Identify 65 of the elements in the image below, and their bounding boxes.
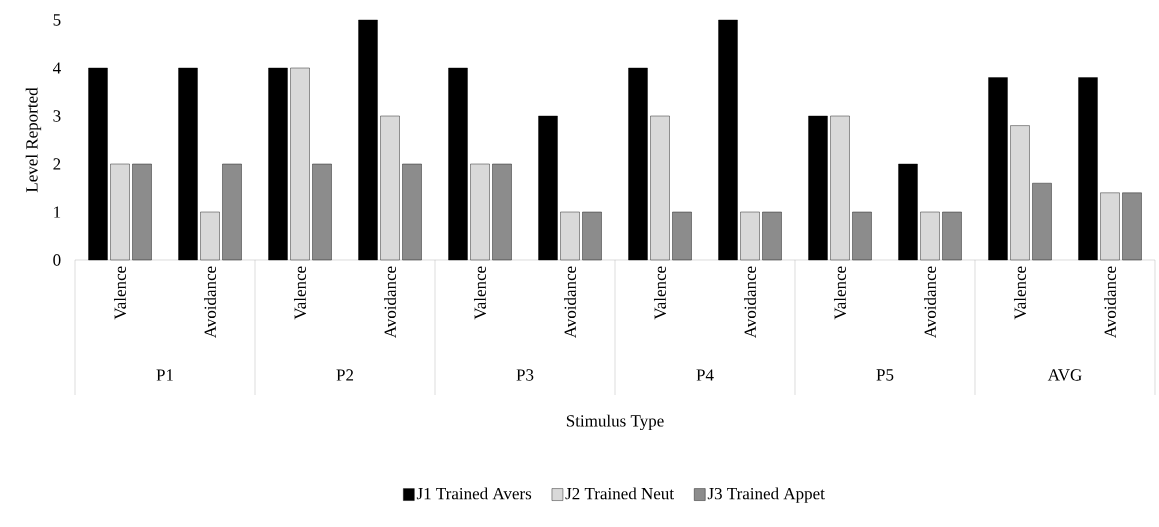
bar [1032,183,1052,261]
bar [402,163,422,261]
bar [628,67,648,261]
text: AVG [1047,369,1082,381]
text: P3 [516,369,534,381]
x-tick-label: Avoidance [924,266,936,339]
legend-label: J3 Trained Appet [707,487,825,503]
bar [808,115,828,261]
bar [88,67,108,261]
x-tick-label: Avoidance [204,266,216,339]
bar [470,163,490,261]
bar [200,211,220,261]
bar [110,163,130,261]
bar [1010,125,1030,261]
bar [132,163,152,261]
x-tick-label: Avoidance [564,266,576,339]
bar [178,67,198,261]
bar [988,77,1008,261]
bar [718,19,738,261]
bar [560,211,580,261]
y-tick-label: 1 [54,206,61,218]
bar [830,115,850,261]
text: P2 [336,369,354,381]
y-tick-label: 3 [53,110,61,122]
x-tick-label: Valence [833,266,847,320]
bar [290,67,310,261]
bar [448,67,468,261]
x-tick-label: Valence [293,266,307,320]
bar [852,211,872,261]
x-tick-label: Avoidance [744,266,756,339]
y-tick-label: 0 [53,254,61,266]
x-axis-title: Stimulus Type [566,414,664,431]
y-tick-label: 2 [53,158,61,170]
bar [358,19,378,261]
bar [582,211,602,261]
x-tick-label: Valence [473,266,487,320]
bar [920,211,940,261]
x-tick-label: Valence [1013,266,1027,320]
bar [222,163,242,261]
x-tick-label: Valence [653,266,667,320]
y-tick-label: 5 [53,14,61,26]
x-tick-label: Avoidance [384,266,396,339]
x-tick-label: Valence [113,266,127,320]
bar [650,115,670,261]
bar [740,211,760,261]
bar [492,163,512,261]
bar [1100,192,1120,261]
bar [672,211,692,261]
text: P4 [696,369,714,381]
y-axis-title: Level Reported [25,87,42,193]
text: P5 [876,369,894,381]
bar [1078,77,1098,261]
bar [538,115,558,261]
x-tick-label: Avoidance [1104,266,1116,339]
legend-label: J2 Trained Neut [565,487,674,500]
bar [1122,192,1142,261]
bar [942,211,962,261]
bar [380,115,400,261]
bar [268,67,288,261]
text: P1 [156,369,173,381]
bar [898,163,918,261]
y-tick-label: 4 [52,62,61,74]
bar [312,163,332,261]
legend-label: J1 Trained Avers [416,487,532,500]
bar [762,211,782,261]
